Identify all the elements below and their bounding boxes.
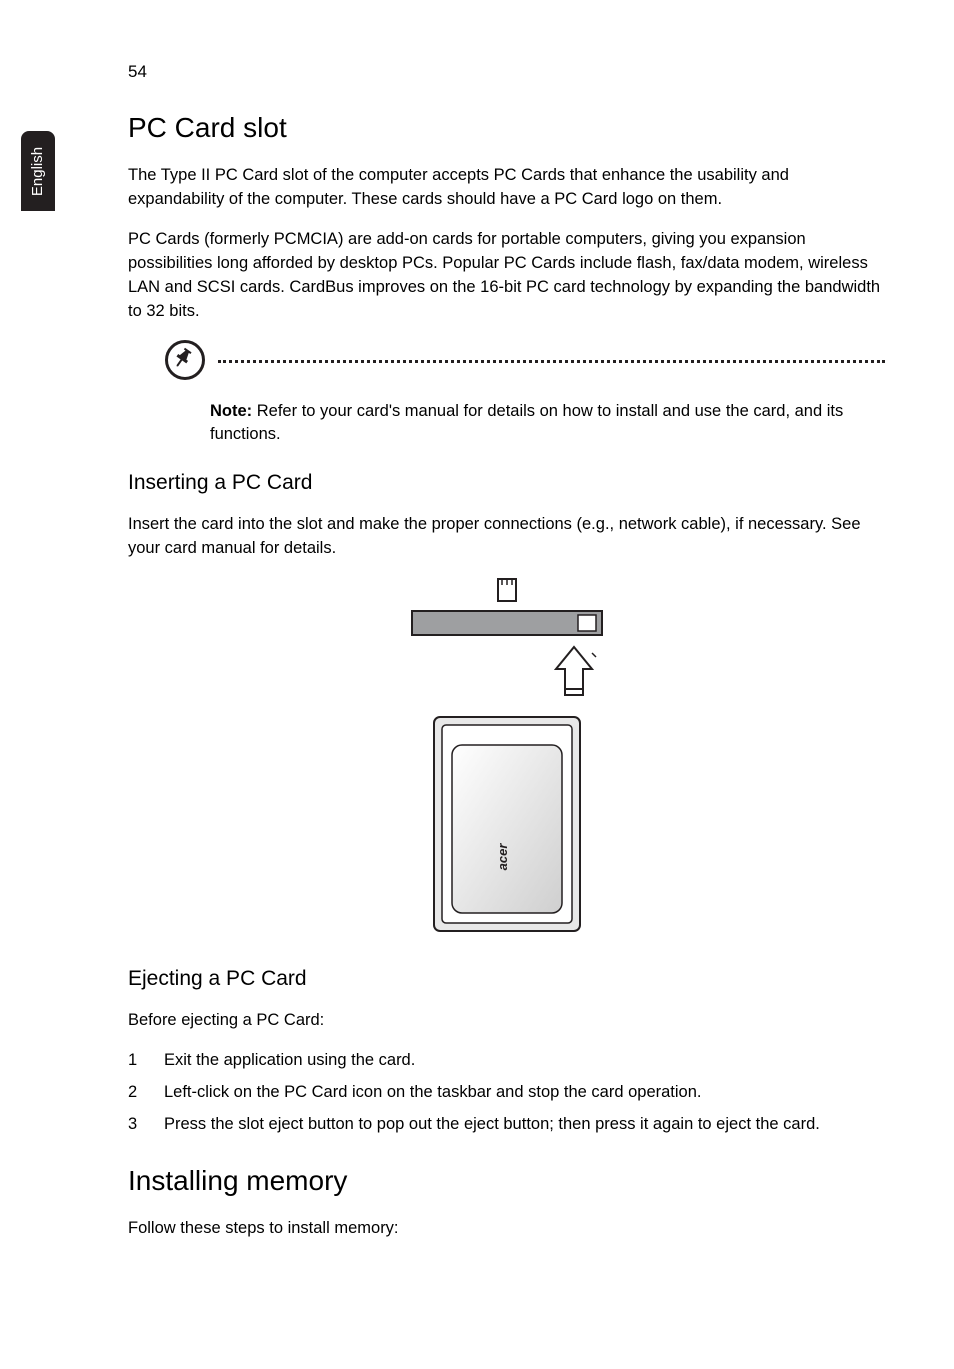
note-body: Refer to your card's manual for details … [210,402,843,444]
step-text-3: Press the slot eject button to pop out t… [164,1113,820,1137]
note-label: Note: [210,402,252,420]
step-row-2: 2 Left-click on the PC Card icon on the … [128,1081,885,1105]
insert-card-figure: acer [128,577,885,937]
note-icon-wrap [162,340,208,380]
note-header-row [162,340,885,380]
note-text: Note: Refer to your card's manual for de… [210,400,885,448]
note-dashes [218,360,885,363]
language-tab-label: English [30,146,47,195]
paragraph-intro-1: The Type II PC Card slot of the computer… [128,164,885,212]
step-row-1: 1 Exit the application using the card. [128,1049,885,1073]
step-num-2: 2 [128,1081,164,1105]
paragraph-installing: Follow these steps to install memory: [128,1217,885,1241]
heading-ejecting: Ejecting a PC Card [128,967,885,991]
page-number: 54 [128,62,147,82]
main-content: PC Card slot The Type II PC Card slot of… [128,112,885,1257]
paragraph-eject-intro: Before ejecting a PC Card: [128,1009,885,1033]
paragraph-inserting: Insert the card into the slot and make t… [128,513,885,561]
card-brand-text: acer [495,843,510,871]
language-tab: English [21,131,55,211]
insert-card-illustration: acer [392,577,622,937]
step-text-2: Left-click on the PC Card icon on the ta… [164,1081,701,1105]
heading-installing-memory: Installing memory [128,1165,885,1197]
heading-inserting: Inserting a PC Card [128,471,885,495]
step-row-3: 3 Press the slot eject button to pop out… [128,1113,885,1137]
step-num-3: 3 [128,1113,164,1137]
heading-pc-card-slot: PC Card slot [128,112,885,144]
pin-note-icon [165,340,205,380]
step-text-1: Exit the application using the card. [164,1049,415,1073]
paragraph-intro-2: PC Cards (formerly PCMCIA) are add-on ca… [128,228,885,324]
step-num-1: 1 [128,1049,164,1073]
